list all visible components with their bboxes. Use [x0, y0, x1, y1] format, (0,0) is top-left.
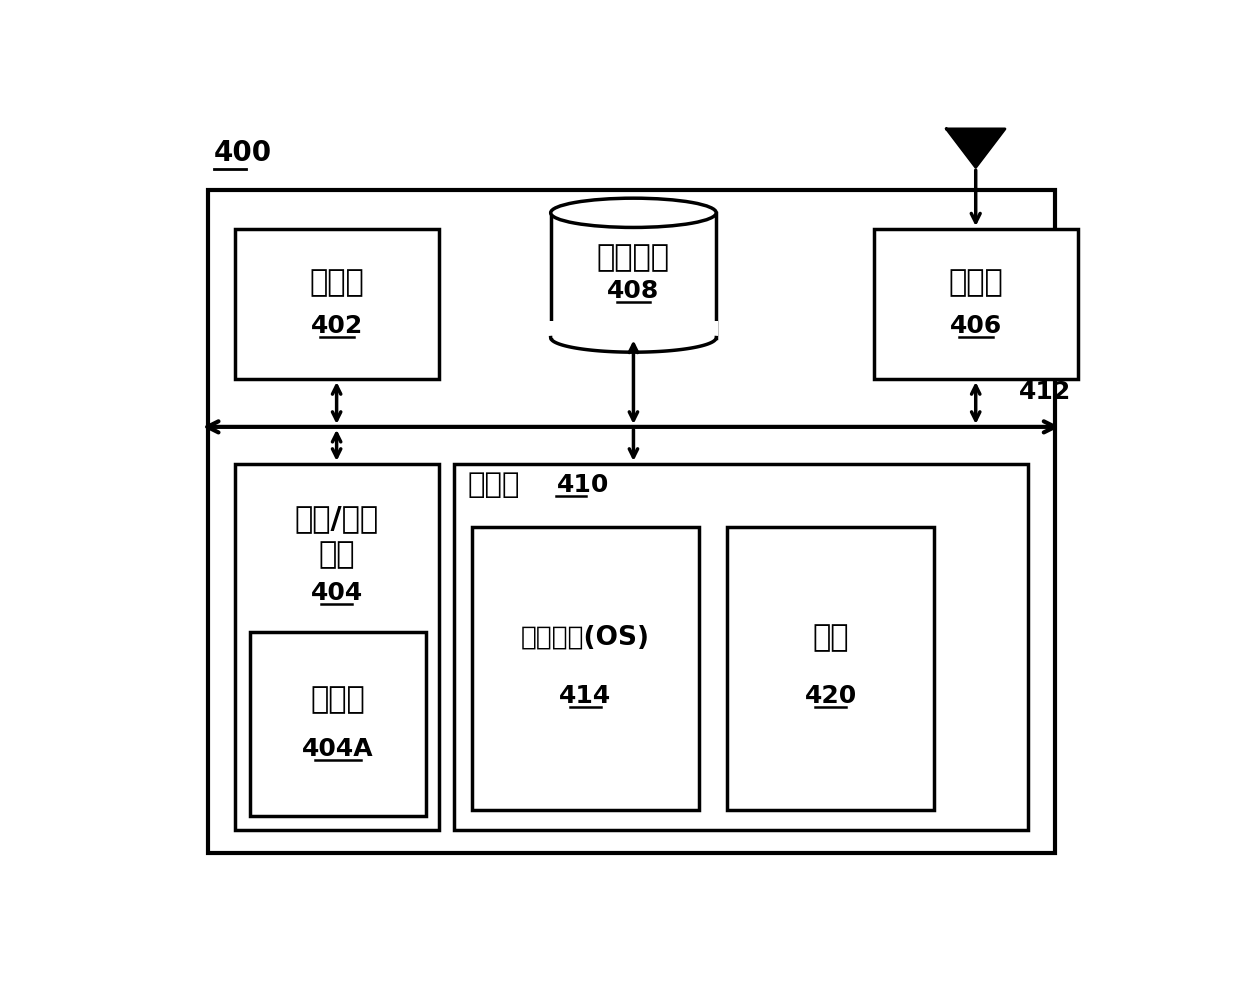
Bar	[208, 190, 1054, 852]
Bar	[250, 632, 425, 817]
Text: 408: 408	[607, 278, 660, 302]
Text: 400: 400	[214, 140, 272, 167]
Text: 420: 420	[805, 684, 857, 708]
Text: 存储器: 存储器	[468, 472, 520, 499]
Text: 402: 402	[310, 314, 362, 338]
Text: 无线电: 无线电	[948, 268, 1004, 297]
Bar	[549, 321, 718, 338]
Text: 程序: 程序	[812, 623, 849, 652]
Text: 406: 406	[949, 314, 1002, 338]
Text: 404A: 404A	[302, 737, 373, 761]
Bar	[235, 464, 439, 830]
Text: 存储数据: 存储数据	[597, 243, 670, 272]
Bar	[874, 229, 1078, 379]
Text: 显示屏: 显示屏	[310, 685, 365, 714]
Text: 414: 414	[559, 684, 612, 708]
Bar	[235, 229, 439, 379]
Text: 410: 410	[556, 474, 609, 498]
Bar	[551, 212, 716, 338]
Bar	[472, 527, 698, 811]
Ellipse shape	[551, 198, 716, 227]
Text: 处理器: 处理器	[309, 268, 363, 297]
Bar	[454, 464, 1027, 830]
Polygon shape	[947, 129, 1005, 167]
Text: 输入/输出
接口: 输入/输出 接口	[294, 504, 378, 569]
Text: 412: 412	[1018, 380, 1070, 404]
Text: 404: 404	[310, 581, 362, 605]
Bar	[728, 527, 933, 811]
Text: 操作系统(OS): 操作系统(OS)	[520, 625, 650, 651]
